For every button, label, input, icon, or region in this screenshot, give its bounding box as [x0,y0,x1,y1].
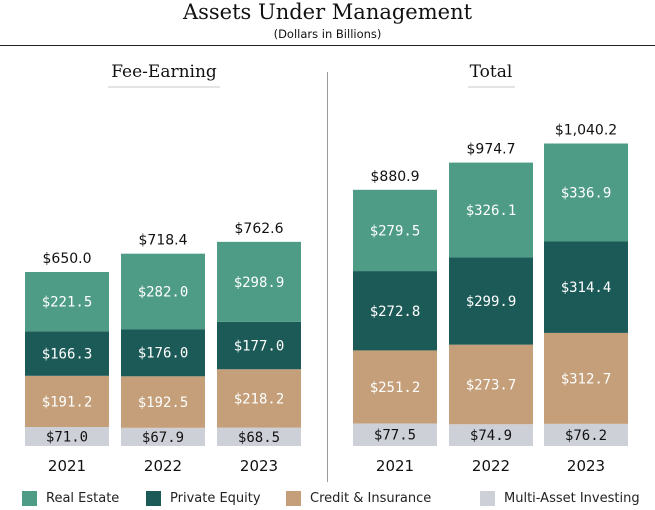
total-label-total-2022: $974.7 [467,142,516,158]
legend-item-private-equity: Private Equity [146,487,261,509]
legend-item-real-estate: Real Estate [22,487,119,509]
bar-segment-total-2022-real-estate [449,162,533,258]
legend-swatch-real-estate [22,490,37,506]
data-label-fee-earning-2022-real-estate: $282.0 [138,284,189,300]
data-label-total-2021-real-estate: $279.5 [370,223,421,239]
total-label-fee-earning-2022: $718.4 [139,233,188,249]
data-label-total-2023-multi-asset: $76.2 [565,428,607,444]
data-label-total-2022-real-estate: $326.1 [466,203,517,219]
stacked-bar-charts: Fee-Earning $71.0 $191.2 $166.3 $221.5 $650.0… [25,62,628,475]
total-label-total-2023: $1,040.2 [555,123,617,139]
bar-segment-fee-earning-2021-credit-insurance [25,375,109,427]
bar-segment-total-2022-private-equity [449,257,533,345]
legend-label-multi-asset: Multi-Asset Investing [504,490,640,506]
data-label-fee-earning-2022-multi-asset: $67.9 [142,430,184,446]
bar-segment-total-2023-multi-asset [544,423,628,446]
data-label-total-2021-multi-asset: $77.5 [374,428,416,444]
chart-title: Assets Under Management [182,0,473,24]
data-label-total-2021-private-equity: $272.8 [370,304,421,320]
data-label-total-2022-private-equity: $299.9 [466,294,517,310]
bar-segment-fee-earning-2021-private-equity [25,331,109,376]
bar-segment-total-2021-private-equity [353,271,437,351]
panel-divider [327,72,328,482]
data-label-fee-earning-2023-private-equity: $177.0 [234,339,285,355]
data-label-total-2021-credit-insurance: $251.2 [370,380,421,396]
bar-segment-total-2022-credit-insurance [449,344,533,425]
bar-segment-fee-earning-2021-multi-asset [25,426,109,446]
bar-segment-total-2021-real-estate [353,189,437,272]
data-label-fee-earning-2021-credit-insurance: $191.2 [42,394,93,410]
header-rule [0,45,655,46]
bar-segment-fee-earning-2023-multi-asset [217,427,301,446]
bar-segment-fee-earning-2023-real-estate [217,241,301,322]
data-label-total-2022-multi-asset: $74.9 [470,428,512,444]
x-tick-fee-earning-2023: 2023 [240,457,278,475]
bar-segment-total-2021-multi-asset [353,423,437,446]
data-label-fee-earning-2021-private-equity: $166.3 [42,347,93,363]
legend-item-multi-asset: Multi-Asset Investing [480,487,640,509]
total-label-fee-earning-2021: $650.0 [43,251,92,267]
legend-swatch-private-equity [146,490,161,506]
bar-segment-fee-earning-2023-credit-insurance [217,369,301,428]
legend-swatch-multi-asset [480,490,495,506]
data-label-fee-earning-2022-private-equity: $176.0 [138,346,189,362]
data-label-total-2023-private-equity: $314.4 [561,280,612,296]
legend-label-private-equity: Private Equity [170,490,261,506]
x-tick-fee-earning-2022: 2022 [144,457,182,475]
bar-segment-fee-earning-2023-private-equity [217,321,301,370]
legend-label-real-estate: Real Estate [46,490,120,506]
bar-segment-total-2023-real-estate [544,143,628,242]
legend-label-credit-insurance: Credit & Insurance [310,490,432,506]
bar-segment-fee-earning-2022-credit-insurance [121,376,205,428]
x-tick-total-2023: 2023 [567,457,605,475]
legend: Real Estate Private Equity Credit & Insu… [0,487,655,509]
bar-segment-fee-earning-2022-private-equity [121,329,205,377]
data-label-fee-earning-2023-credit-insurance: $218.2 [234,391,285,407]
data-label-total-2023-real-estate: $336.9 [561,186,612,202]
data-label-fee-earning-2022-credit-insurance: $192.5 [138,395,189,411]
data-label-fee-earning-2023-multi-asset: $68.5 [238,430,280,446]
bar-segment-fee-earning-2022-real-estate [121,253,205,330]
bar-segment-total-2022-multi-asset [449,424,533,446]
bar-segment-fee-earning-2021-real-estate [25,272,109,332]
x-tick-total-2021: 2021 [376,457,414,475]
x-tick-total-2022: 2022 [472,457,510,475]
x-tick-fee-earning-2021: 2021 [48,457,86,475]
total-label-total-2021: $880.9 [371,169,420,185]
data-label-fee-earning-2021-multi-asset: $71.0 [46,430,88,446]
data-label-fee-earning-2021-real-estate: $221.5 [42,295,93,311]
bar-segment-total-2023-private-equity [544,241,628,333]
total-label-fee-earning-2023: $762.6 [235,221,284,237]
chart-subtitle: (Dollars in Billions) [273,27,382,41]
panel-title-fee-earning: Fee-Earning [111,62,217,82]
data-label-total-2023-credit-insurance: $312.7 [561,371,612,387]
bar-segment-fee-earning-2022-multi-asset [121,427,205,446]
data-label-fee-earning-2023-real-estate: $298.9 [234,275,285,291]
bar-segment-total-2021-credit-insurance [353,350,437,424]
bar-segment-total-2023-credit-insurance [544,332,628,424]
legend-swatch-credit-insurance [286,490,301,506]
panel-title-total: Total [470,62,513,82]
legend-item-credit-insurance: Credit & Insurance [286,487,431,509]
data-label-total-2022-credit-insurance: $273.7 [466,377,517,393]
